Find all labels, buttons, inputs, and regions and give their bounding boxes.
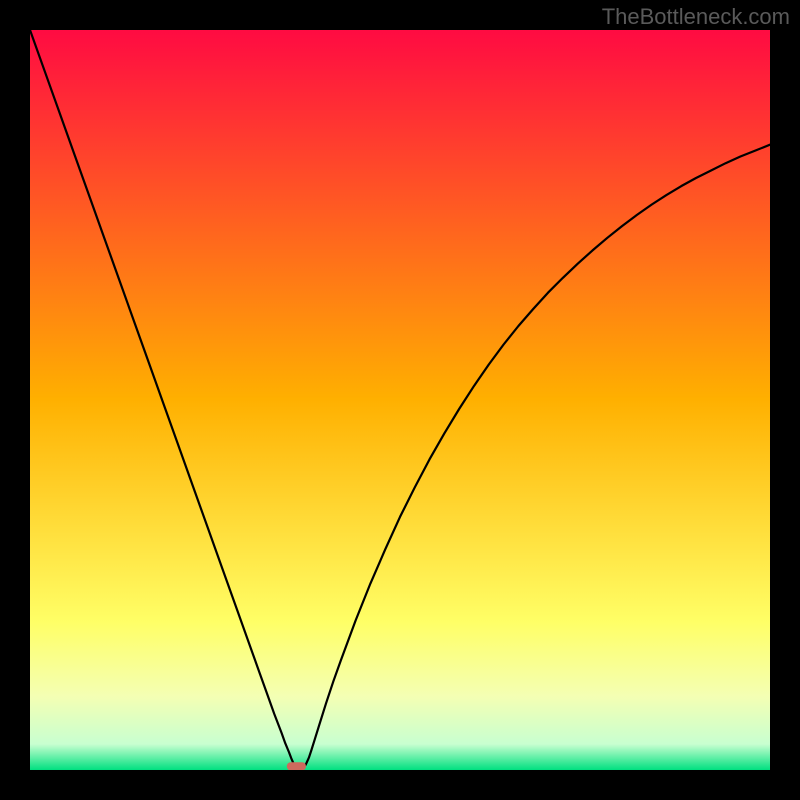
watermark-text: TheBottleneck.com xyxy=(602,4,790,30)
gradient-background xyxy=(30,30,770,770)
figure-container: TheBottleneck.com xyxy=(0,0,800,800)
bottleneck-chart xyxy=(30,30,770,770)
optimal-point-marker xyxy=(287,762,306,770)
